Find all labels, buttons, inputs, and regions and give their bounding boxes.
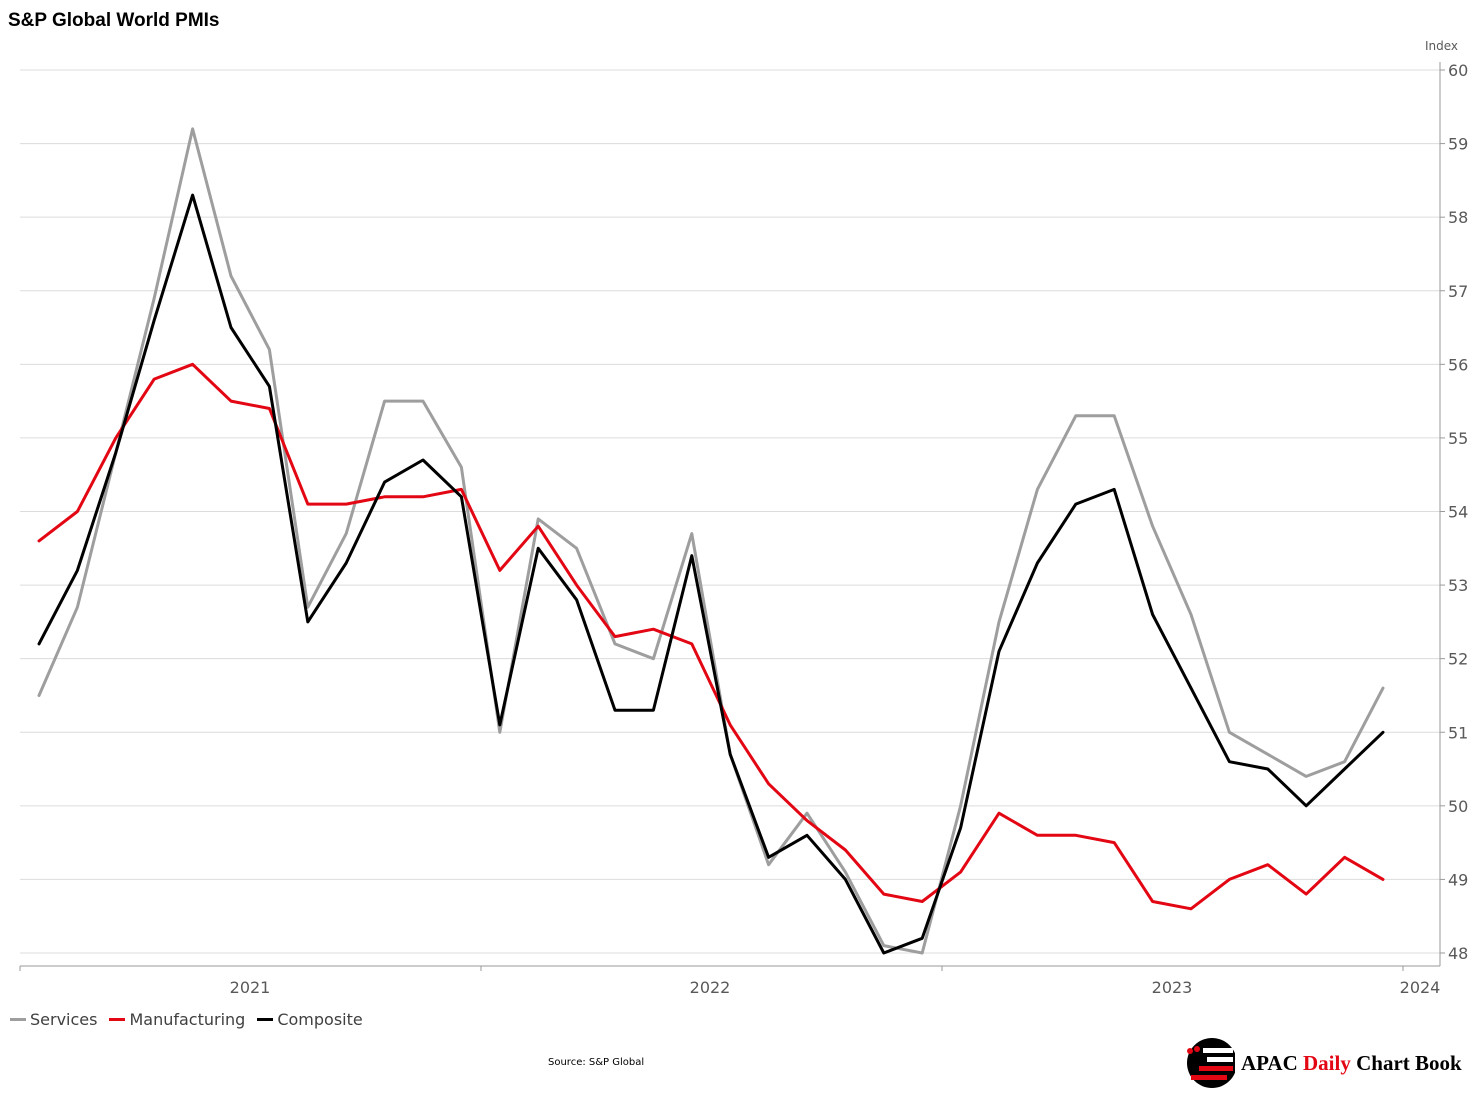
y-tick-label: 54 xyxy=(1448,503,1468,522)
y-tick-label: 49 xyxy=(1448,870,1468,889)
y-tick-label: 58 xyxy=(1448,208,1468,227)
legend-swatch-manufacturing xyxy=(109,1018,126,1021)
brand-name-part2: Daily xyxy=(1303,1050,1351,1075)
y-axis-ticks: 48 49 50 51 52 53 54 55 56 57 58 59 60 xyxy=(1440,61,1468,963)
y-tick-label: 50 xyxy=(1448,797,1468,816)
legend-label-composite: Composite xyxy=(277,1010,363,1029)
y-tick-label: 57 xyxy=(1448,282,1468,301)
brand-name-part3: Chart Book xyxy=(1350,1050,1462,1075)
chart-title: S&P Global World PMIs xyxy=(8,10,220,31)
legend-label-services: Services xyxy=(30,1010,98,1029)
x-tick-label: 2023 xyxy=(1152,978,1193,997)
series-line-manufacturing xyxy=(37,362,1385,911)
source-note: Source: S&P Global xyxy=(548,1057,645,1068)
grid-lines xyxy=(20,69,1440,954)
legend-item-services[interactable]: Services xyxy=(10,1010,97,1029)
legend-swatch-services xyxy=(10,1018,26,1021)
x-tick-label: 2024 xyxy=(1400,978,1441,997)
y-tick-label: 48 xyxy=(1448,944,1468,963)
series-lines xyxy=(37,127,1385,955)
x-axis-ticks: 2021 2022 2023 2024 xyxy=(19,966,1441,997)
y-axis-label: Index xyxy=(1425,39,1458,53)
y-tick-label: 56 xyxy=(1448,355,1468,374)
legend-item-manufacturing[interactable]: Manufacturing xyxy=(109,1010,245,1029)
y-tick-label: 51 xyxy=(1448,723,1468,742)
brand-name-part1: APAC xyxy=(1241,1050,1304,1075)
y-tick-label: 59 xyxy=(1448,135,1468,154)
y-tick-label: 52 xyxy=(1448,650,1468,669)
legend-swatch-composite xyxy=(257,1018,274,1021)
y-tick-label: 55 xyxy=(1448,429,1468,448)
brand-name: APAC Daily Chart Book xyxy=(1241,1051,1462,1076)
brand-logo: APAC Daily Chart Book xyxy=(1185,1036,1462,1090)
series-line-composite xyxy=(37,193,1385,955)
brand-emblem-icon xyxy=(1187,1038,1235,1088)
legend: Services Manufacturing Composite xyxy=(10,1010,363,1029)
y-tick-label: 53 xyxy=(1448,576,1468,595)
x-tick-label: 2021 xyxy=(230,978,271,997)
x-tick-label: 2022 xyxy=(690,978,731,997)
legend-label-manufacturing: Manufacturing xyxy=(129,1010,246,1029)
series-line-services xyxy=(37,127,1385,955)
y-tick-label: 60 xyxy=(1448,61,1468,80)
legend-item-composite[interactable]: Composite xyxy=(257,1010,363,1029)
